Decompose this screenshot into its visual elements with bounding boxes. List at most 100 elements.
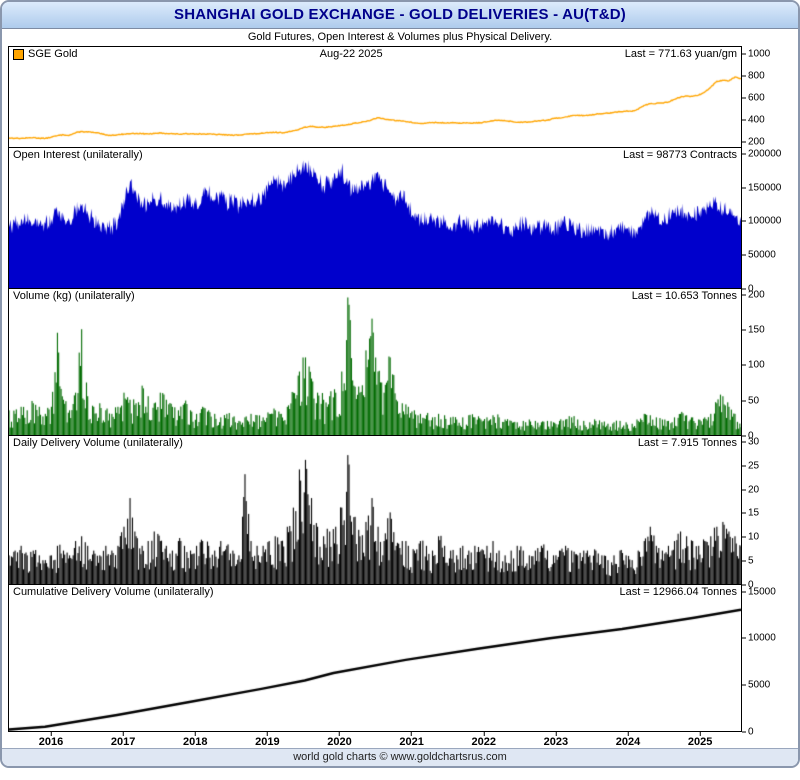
tick-mark <box>742 153 746 155</box>
y-tick-label: 0 <box>748 283 754 295</box>
x-tick: 2023 <box>544 732 568 748</box>
year-label: 2023 <box>543 736 569 748</box>
y-tick-label: 30 <box>748 436 760 448</box>
x-tick: 2022 <box>472 732 496 748</box>
year-label: 2016 <box>38 736 64 748</box>
y-tick-label: 25 <box>748 460 760 472</box>
y-tick: 15 <box>742 508 759 519</box>
y-tick-label: 150 <box>748 324 765 336</box>
y-tick: 200 <box>742 136 765 147</box>
y-tick-label: 5 <box>748 555 754 567</box>
tick-mark <box>742 584 746 586</box>
tick-mark <box>339 732 341 736</box>
y-tick: 30 <box>742 436 759 447</box>
y-tick-label: 10 <box>748 531 760 543</box>
title-bar: SHANGHAI GOLD EXCHANGE - GOLD DELIVERIES… <box>2 2 798 29</box>
y-tick: 0 <box>742 431 754 442</box>
tick-mark <box>742 53 746 55</box>
y-tick: 600 <box>742 92 765 103</box>
tick-mark <box>742 97 746 99</box>
x-tick: 2018 <box>183 732 208 748</box>
year-label: 2024 <box>615 736 641 748</box>
y-tick-label: 5000 <box>748 679 771 691</box>
y-tick: 200000 <box>742 148 781 159</box>
y-tick: 100 <box>742 360 765 371</box>
tick-mark <box>742 364 746 366</box>
tick-mark <box>742 254 746 256</box>
x-tick: 2025 <box>688 732 712 748</box>
y-tick: 150000 <box>742 182 781 193</box>
tick-mark <box>627 732 629 736</box>
open-interest-y-axis: 0 50000 100000 150000 200000 <box>742 148 796 295</box>
cumulative-panel-row: Cumulative Delivery Volume (unilaterally… <box>8 584 798 738</box>
y-tick-label: 20 <box>748 484 760 496</box>
tick-mark <box>742 731 746 733</box>
x-tick: 2017 <box>111 732 135 748</box>
tick-mark <box>742 187 746 189</box>
chart-subtitle: Gold Futures, Open Interest & Volumes pl… <box>247 31 553 43</box>
x-axis: 2016 2017 2018 2019 2020 2021 2022 2023 2024 2025 <box>15 732 747 748</box>
y-tick-label: 10000 <box>748 632 776 644</box>
tick-mark <box>742 591 746 593</box>
y-tick-label: 200 <box>748 289 765 301</box>
y-tick: 100000 <box>742 216 781 227</box>
y-tick-label: 100000 <box>748 215 782 227</box>
y-tick-label: 600 <box>748 92 765 104</box>
x-tick: 2021 <box>399 732 424 748</box>
year-label: 2018 <box>183 736 208 748</box>
open-interest-panel: Open Interest (unilaterally) Last = 9877… <box>8 147 742 289</box>
tick-mark <box>742 560 746 562</box>
y-tick: 0 <box>742 580 754 591</box>
price-y-axis: 200 400 600 800 1000 <box>742 46 796 148</box>
tick-mark <box>742 512 746 514</box>
page-title: SHANGHAI GOLD EXCHANGE - GOLD DELIVERIES… <box>174 6 626 23</box>
tick-mark <box>742 435 746 437</box>
y-tick: 20 <box>742 484 759 495</box>
tick-mark <box>742 441 746 443</box>
daily-delivery-canvas <box>9 436 741 584</box>
year-label: 2017 <box>110 736 136 748</box>
y-tick-label: 100 <box>748 359 765 371</box>
y-tick-label: 200 <box>748 136 765 147</box>
tick-mark <box>742 489 746 491</box>
y-tick-label: 800 <box>748 70 765 82</box>
volume-y-axis: 0 50 100 150 200 <box>742 289 796 442</box>
tick-mark <box>742 220 746 222</box>
tick-mark <box>742 294 746 296</box>
daily-delivery-panel: Daily Delivery Volume (unilaterally) Las… <box>8 435 742 585</box>
y-tick: 0 <box>742 727 754 738</box>
y-tick: 200 <box>742 289 765 300</box>
y-tick-label: 0 <box>748 430 754 442</box>
y-tick-label: 50000 <box>748 249 776 261</box>
year-label: 2019 <box>255 736 280 748</box>
price-panel: SGE Gold Aug-22 2025 Last = 771.63 yuan/… <box>8 46 742 148</box>
tick-mark <box>411 732 413 736</box>
year-label: 2021 <box>399 736 424 748</box>
y-tick: 50 <box>742 395 759 406</box>
tick-mark <box>194 732 196 736</box>
y-tick-label: 0 <box>748 726 754 738</box>
daily-delivery-y-axis: 0 5 10 15 20 25 30 <box>742 436 796 591</box>
tick-mark <box>742 637 746 639</box>
tick-mark <box>699 732 701 736</box>
tick-mark <box>742 288 746 290</box>
tick-mark <box>742 684 746 686</box>
y-tick-label: 15 <box>748 507 760 519</box>
y-tick: 15000 <box>742 586 776 597</box>
chart-body: SGE Gold Aug-22 2025 Last = 771.63 yuan/… <box>2 46 798 748</box>
y-tick: 0 <box>742 284 754 295</box>
year-label: 2025 <box>687 736 713 748</box>
tick-mark <box>483 732 485 736</box>
volume-panel: Volume (kg) (unilaterally) Last = 10.653… <box>8 288 742 436</box>
tick-mark <box>742 75 746 77</box>
cumulative-canvas <box>9 585 741 731</box>
cumulative-y-axis: 0 5000 10000 15000 <box>742 585 796 738</box>
y-tick: 10 <box>742 532 759 543</box>
tick-mark <box>742 119 746 121</box>
tick-mark <box>742 465 746 467</box>
tick-mark <box>266 732 268 736</box>
y-tick-label: 0 <box>748 579 754 591</box>
y-tick: 10000 <box>742 633 776 644</box>
y-tick-label: 400 <box>748 114 765 126</box>
